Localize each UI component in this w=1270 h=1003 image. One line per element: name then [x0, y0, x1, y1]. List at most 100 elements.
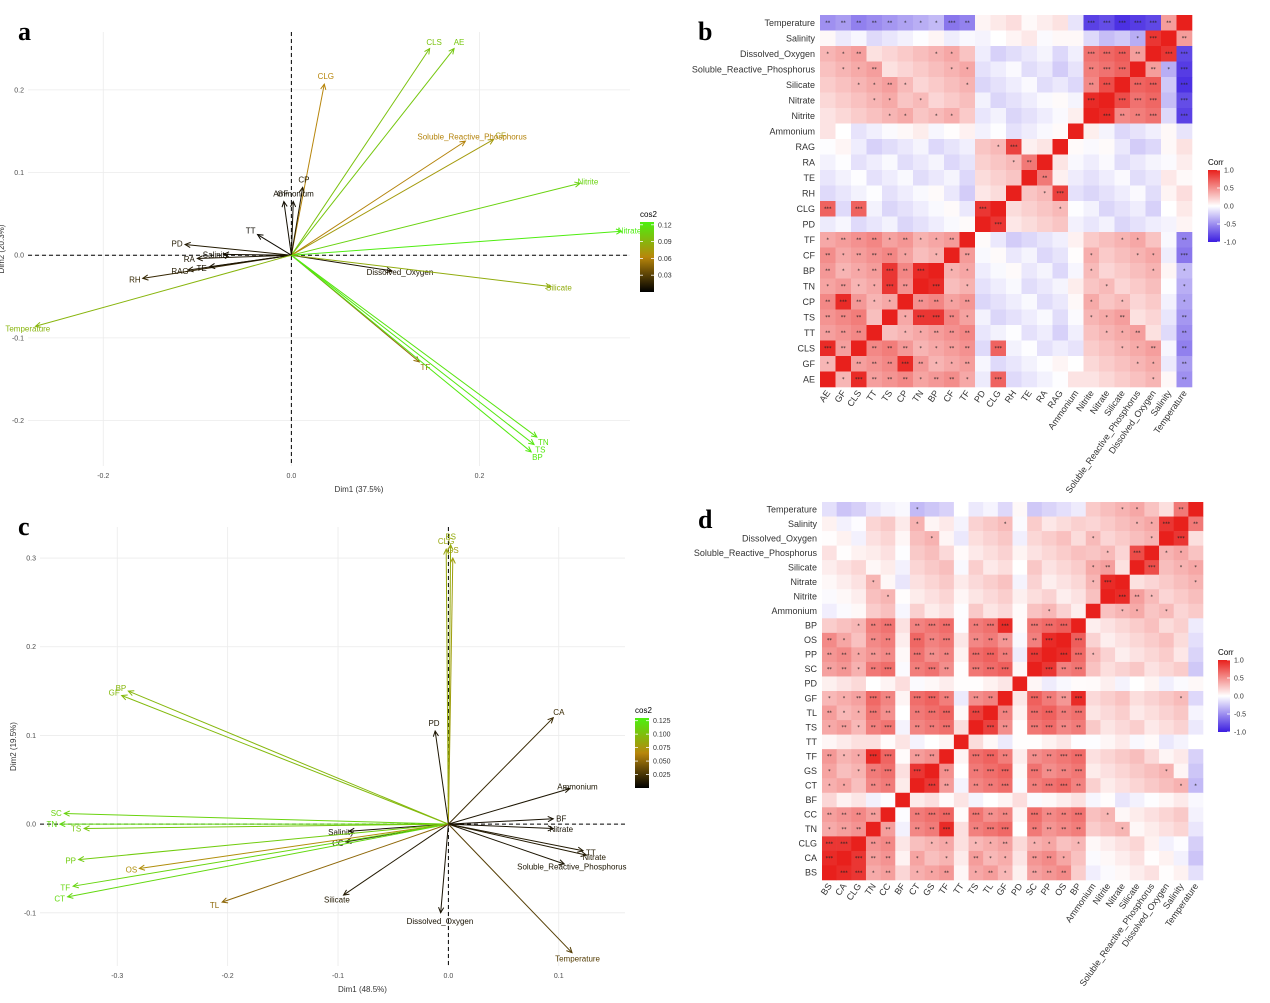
significance-mark: *: [935, 362, 938, 368]
vector-label: CLG: [438, 537, 454, 546]
heatmap-cell: [1071, 560, 1087, 575]
column-label: TS: [966, 881, 981, 896]
significance-mark: *: [842, 253, 845, 259]
heatmap-cell: [1115, 778, 1131, 794]
significance-mark: **: [885, 783, 891, 789]
heatmap-cell: [1037, 77, 1053, 93]
significance-mark: *: [873, 300, 876, 306]
significance-mark: **: [856, 300, 862, 306]
heatmap-cell: [1173, 502, 1189, 517]
heatmap-cell: [1129, 807, 1145, 823]
significance-mark: **: [825, 269, 831, 275]
vector-label: TS: [535, 445, 545, 454]
heatmap-cell: [1114, 263, 1131, 279]
heatmap-cell: [909, 574, 925, 590]
heatmap-cell: [1071, 778, 1087, 794]
heatmap-cell: [1006, 356, 1022, 372]
heatmap-cell: [959, 30, 976, 47]
significance-mark: *: [1137, 253, 1140, 259]
significance-mark: **: [1089, 83, 1095, 89]
significance-mark: *: [945, 856, 948, 862]
heatmap-cell: [865, 574, 881, 590]
significance-mark: ***: [928, 623, 936, 629]
heatmap-cell: [1100, 763, 1116, 779]
significance-mark: *: [1121, 300, 1124, 306]
significance-mark: *: [1168, 67, 1171, 73]
heatmap-cell: [880, 603, 896, 619]
heatmap-cell: [983, 632, 999, 648]
heatmap-cell: [997, 618, 1013, 634]
vector-label: BF: [556, 814, 566, 823]
heatmap-cell: [928, 61, 945, 78]
vector-label: CLS: [426, 38, 442, 47]
significance-mark: ***: [1150, 114, 1158, 120]
heatmap-cell: [836, 560, 852, 575]
heatmap-cell: [1085, 749, 1101, 764]
heatmap-cell: [928, 185, 945, 202]
heatmap-cell: [1130, 371, 1146, 388]
heatmap-cell: [1021, 15, 1038, 31]
vector-label: Salinity: [203, 250, 229, 259]
heatmap-cell: [953, 661, 969, 677]
heatmap-cell: [1173, 560, 1189, 575]
significance-mark: *: [975, 841, 978, 847]
heatmap-cell: [851, 603, 867, 619]
significance-mark: ***: [1134, 21, 1142, 27]
heatmap-cell: [1130, 170, 1146, 186]
heatmap-cell: [1129, 865, 1145, 881]
significance-mark: **: [1135, 52, 1141, 58]
heatmap-cell: [851, 201, 867, 217]
heatmap-cell: [1056, 589, 1072, 605]
heatmap-cell: [1130, 294, 1146, 310]
heatmap-cell: [895, 807, 911, 823]
significance-mark: ***: [979, 207, 987, 213]
heatmap-cell: [835, 170, 852, 186]
heatmap-cell: [1159, 720, 1174, 735]
heatmap-cell: [1071, 661, 1087, 677]
heatmap-cell: [866, 139, 883, 155]
significance-mark: **: [1047, 856, 1053, 862]
heatmap-cell: [1115, 545, 1131, 561]
heatmap-cell: [959, 201, 976, 217]
heatmap-cell: [1115, 589, 1131, 605]
heatmap-cell: [1052, 46, 1069, 62]
heatmap-cell: [1100, 516, 1116, 532]
heatmap-cell: [959, 325, 976, 341]
vector-label: BS: [445, 533, 456, 542]
heatmap-cell: [1006, 278, 1022, 295]
heatmap-cell: [1129, 516, 1145, 532]
heatmap-cell: [835, 139, 852, 155]
heatmap-cell: [1006, 325, 1022, 341]
heatmap-cell: [1161, 92, 1177, 109]
heatmap-cell: [895, 734, 911, 750]
significance-mark: *: [1092, 536, 1095, 542]
heatmap-cell: [895, 850, 911, 866]
heatmap-cell: [1052, 356, 1069, 372]
significance-mark: *: [1152, 253, 1155, 259]
heatmap-cell: [1130, 77, 1146, 93]
significance-mark: *: [1092, 580, 1095, 586]
heatmap-cell: [1176, 92, 1193, 109]
heatmap-cell: [865, 618, 881, 634]
significance-mark: ***: [943, 725, 951, 731]
heatmap-cell: [1099, 263, 1115, 279]
heatmap-cell: [959, 340, 976, 357]
heatmap-cell: [1056, 792, 1072, 808]
vector-label: Nitrate: [618, 227, 642, 236]
significance-mark: *: [1194, 783, 1197, 789]
heatmap-cell: [1114, 201, 1131, 217]
heatmap-cell: [1130, 154, 1146, 171]
row-label: OS: [804, 635, 817, 645]
heatmap-cell: [822, 502, 837, 517]
heatmap-cell: [990, 154, 1007, 171]
heatmap-cell: [1161, 263, 1177, 279]
heatmap-cell: [1083, 247, 1100, 264]
significance-mark: ***: [972, 667, 980, 673]
heatmap-cell: [1145, 170, 1162, 186]
heatmap-cell: [1130, 139, 1146, 155]
heatmap-cell: [895, 545, 911, 561]
heatmap-cell: [1037, 340, 1053, 357]
heatmap-cell: [1012, 661, 1028, 677]
heatmap-cell: [909, 705, 925, 721]
heatmap-cell: [909, 560, 925, 575]
